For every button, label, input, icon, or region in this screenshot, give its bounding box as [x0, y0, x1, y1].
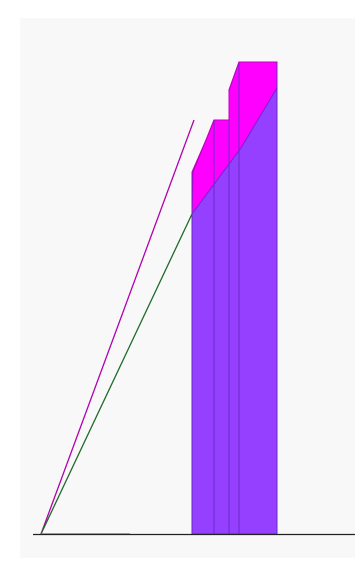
magenta-ray-line [40, 119, 195, 535]
diagram-panel [20, 18, 355, 558]
green-ray-line [40, 213, 193, 535]
magenta-outline [191, 61, 277, 173]
